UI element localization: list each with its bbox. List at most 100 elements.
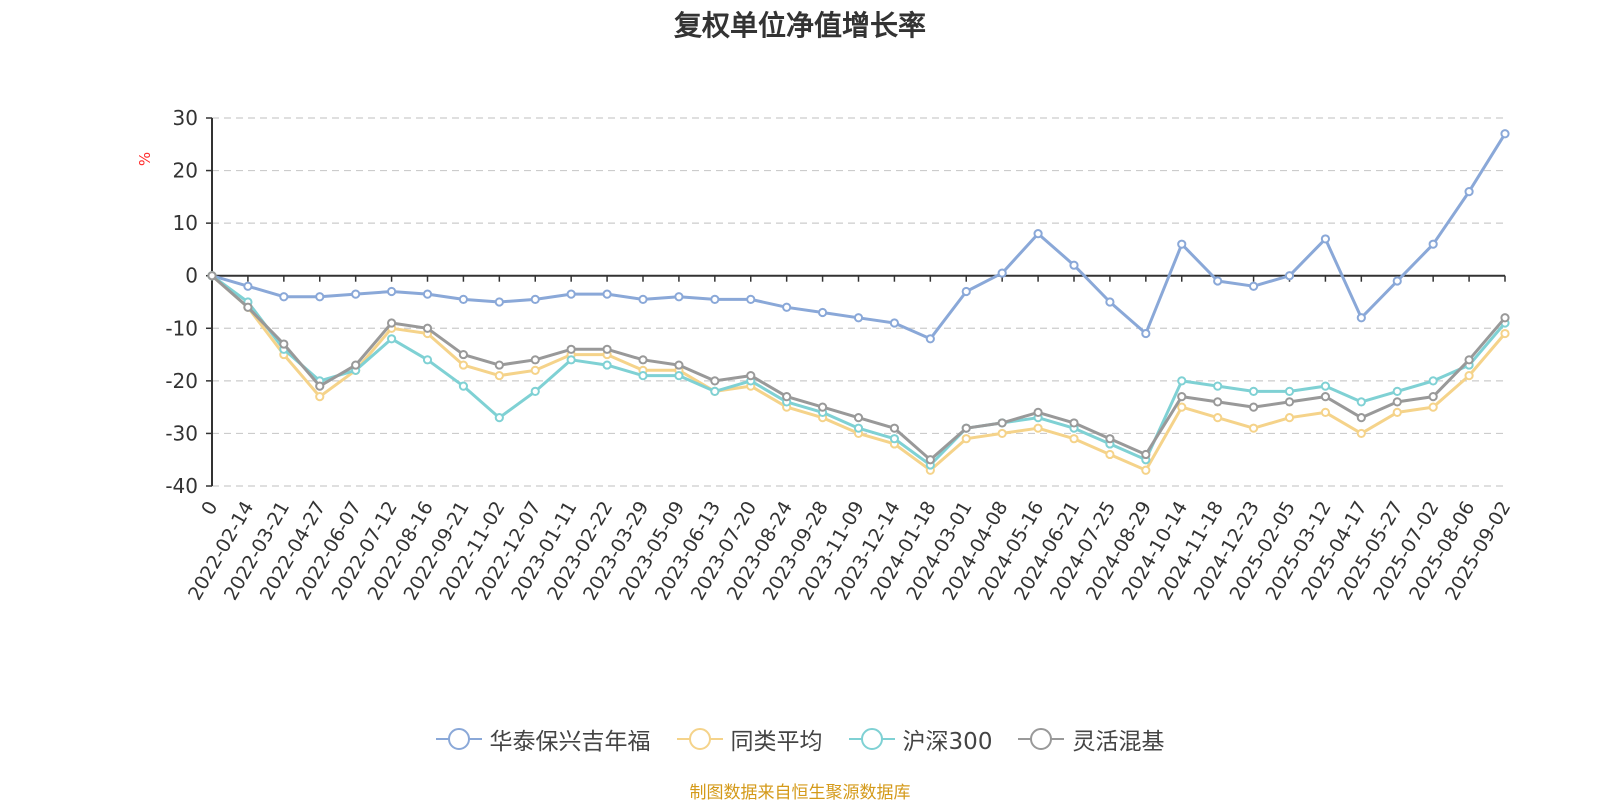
data-point [243, 302, 253, 312]
data-point [1392, 386, 1402, 396]
data-point [889, 434, 900, 444]
legend-label: 同类平均 [730, 729, 823, 755]
data-point [1284, 397, 1295, 407]
legend-label: 灵活混基 [1072, 729, 1165, 755]
data-point [674, 371, 684, 381]
legend-symbol-icon [1018, 728, 1065, 750]
data-point [530, 386, 540, 396]
data-point [1428, 376, 1438, 386]
data-point [1356, 413, 1366, 423]
data-point [1141, 449, 1151, 460]
data-point [817, 402, 828, 412]
data-point [243, 281, 253, 291]
data-point [1428, 402, 1438, 412]
data-point [1248, 386, 1259, 396]
data-point [602, 344, 612, 354]
legend-item[interactable]: 华泰保兴吉年福 [435, 722, 651, 756]
legend-symbol-icon [848, 728, 895, 750]
data-point [458, 349, 469, 360]
data-point [458, 381, 469, 391]
data-point [1320, 407, 1331, 417]
data-point [782, 302, 792, 312]
data-point [853, 313, 864, 323]
data-point [1464, 187, 1474, 197]
data-point [602, 289, 612, 299]
series-line [211, 274, 1507, 472]
data-point [1141, 465, 1151, 475]
data-point [710, 294, 720, 304]
data-point [315, 381, 325, 391]
legend-item[interactable]: 同类平均 [676, 722, 823, 756]
data-point [422, 355, 433, 365]
data-point [458, 360, 469, 370]
legend-symbol-icon [676, 728, 723, 750]
data-point [746, 294, 756, 304]
data-point [566, 355, 576, 365]
data-point [782, 392, 792, 402]
data-point [1177, 402, 1187, 412]
data-point [530, 365, 540, 375]
legend: 华泰保兴吉年福 同类平均 沪深300 灵活混基 [0, 722, 1600, 756]
data-point [1464, 355, 1474, 365]
data-point [279, 292, 289, 302]
data-point [1392, 397, 1402, 407]
data-point [530, 355, 540, 365]
data-source-note: 制图数据来自恒生聚源数据库 [689, 783, 911, 803]
data-point [1392, 276, 1402, 286]
legend-item[interactable]: 沪深300 [848, 722, 993, 756]
data-point [1177, 239, 1187, 249]
data-point [961, 286, 971, 297]
data-point [422, 323, 433, 333]
data-point [279, 339, 289, 349]
series-line [211, 133, 1507, 341]
legend-label: 华泰保兴吉年福 [489, 729, 651, 755]
y-tick-label: 10 [173, 211, 198, 235]
data-point [638, 294, 648, 304]
data-point [1213, 276, 1223, 286]
data-point [1033, 423, 1043, 433]
y-tick-label: 30 [173, 106, 198, 130]
data-point [853, 423, 864, 433]
data-point [746, 371, 756, 381]
data-point [1428, 392, 1438, 402]
data-point [1033, 229, 1043, 239]
data-point [1284, 271, 1295, 281]
y-tick-label: 0 [185, 264, 198, 288]
data-point [1177, 376, 1187, 386]
data-point [1320, 234, 1331, 244]
x-tick-label: 0 [197, 498, 222, 519]
data-point [997, 268, 1007, 278]
data-point [315, 392, 325, 402]
data-point [422, 289, 433, 299]
data-point [1356, 313, 1366, 323]
data-point [1213, 381, 1223, 391]
data-point [925, 455, 935, 465]
data-point [1284, 413, 1295, 423]
legend-item[interactable]: 灵活混基 [1018, 722, 1164, 756]
data-point [1248, 423, 1259, 433]
data-point [351, 289, 361, 299]
data-point [1500, 313, 1510, 323]
legend-label: 沪深300 [902, 729, 993, 755]
data-point [997, 418, 1007, 428]
data-point [638, 371, 648, 381]
chart-title: 复权单位净值增长率 [673, 9, 926, 42]
data-point [1284, 386, 1295, 396]
data-point [1500, 328, 1510, 339]
data-point [1464, 371, 1474, 381]
data-point [1356, 397, 1366, 407]
data-point [1069, 418, 1079, 428]
data-point [494, 297, 504, 307]
data-point [961, 423, 971, 433]
data-point [1141, 328, 1151, 339]
data-point [1033, 407, 1043, 417]
data-point [1248, 402, 1259, 412]
data-point [674, 292, 684, 302]
data-point [566, 289, 576, 299]
data-point [1320, 381, 1331, 391]
data-point [315, 292, 325, 302]
data-point [386, 318, 397, 328]
y-tick-label: 20 [173, 159, 198, 183]
